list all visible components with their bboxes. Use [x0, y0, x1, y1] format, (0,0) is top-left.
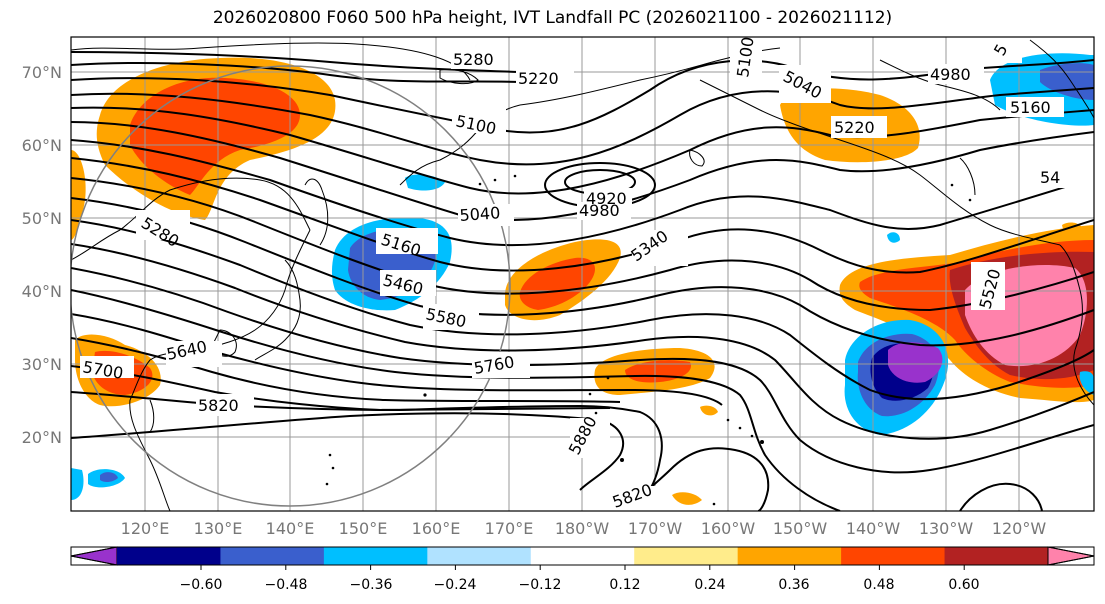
lat-label: 20°N: [22, 428, 62, 447]
lon-label: 120°E: [121, 519, 170, 538]
colorbar-tick-labels: −0.60 −0.48 −0.36 −0.24 −0.12 0.12 0.24 …: [180, 577, 980, 593]
lat-label: 50°N: [22, 209, 62, 228]
colorbar-tick: −0.24: [434, 577, 477, 593]
latitude-labels: 70°N 60°N 50°N 40°N 30°N 20°N: [22, 63, 62, 447]
colorbar-swatch: [841, 547, 946, 565]
colorbar: −0.60 −0.48 −0.36 −0.24 −0.12 0.12 0.24 …: [70, 546, 1095, 593]
colorbar-extend-high: [1047, 546, 1095, 566]
lat-label: 40°N: [22, 282, 62, 301]
contour-label: 5160: [1010, 98, 1051, 117]
contour-label: 5220: [834, 118, 875, 137]
island-dots: [325, 174, 972, 506]
longitude-labels: 120°E 130°E 140°E 150°E 160°E 170°E 180°…: [121, 519, 1047, 538]
colorbar-tick: −0.12: [519, 577, 562, 593]
colorbar-tick: −0.36: [350, 577, 393, 593]
colorbar-swatch: [944, 547, 1049, 565]
lat-label: 30°N: [22, 355, 62, 374]
contour-label: 5220: [518, 69, 559, 88]
contour-label: 4920: [586, 189, 627, 208]
lat-label: 70°N: [22, 63, 62, 82]
contour-label: 4980: [579, 201, 620, 220]
colorbar-extend-low: [70, 546, 118, 566]
colorbar-tick: −0.48: [265, 577, 308, 593]
lon-label: 120°W: [992, 519, 1047, 538]
contour-label: 4980: [930, 65, 971, 84]
range-circle: [71, 65, 511, 507]
lon-label: 170°W: [628, 519, 683, 538]
lon-label: 160°W: [701, 519, 756, 538]
colorbar-swatch: [323, 547, 428, 565]
lon-label: 180°W: [555, 519, 610, 538]
lon-label: 140°W: [846, 519, 901, 538]
lon-label: 160°E: [412, 519, 461, 538]
contour-label: 54: [1040, 168, 1060, 187]
colorbar-swatch: [530, 547, 635, 565]
colorbar-tick: 0.12: [609, 577, 640, 593]
colorbar-tick: −0.60: [180, 577, 223, 593]
lon-label: 130°W: [919, 519, 974, 538]
colorbar-swatches: [70, 546, 1095, 566]
lon-label: 170°E: [485, 519, 534, 538]
colorbar-tick: 0.36: [778, 577, 809, 593]
contour-label-backings: [80, 37, 1094, 512]
lon-label: 150°E: [339, 519, 388, 538]
lon-label: 140°E: [266, 519, 315, 538]
colorbar-tick: 0.24: [694, 577, 725, 593]
contour-label: 5280: [453, 50, 494, 69]
contour-label: 5820: [198, 396, 239, 415]
shade-nw-red: [130, 77, 300, 195]
colorbar-swatch: [427, 547, 532, 565]
map-title: 2026020800 F060 500 hPa height, IVT Land…: [212, 8, 893, 28]
contour-label: 5040: [459, 203, 501, 225]
lon-label: 150°W: [773, 519, 828, 538]
lat-label: 60°N: [22, 136, 62, 155]
colorbar-swatch: [634, 547, 739, 565]
colorbar-swatch: [737, 547, 842, 565]
lon-label: 130°E: [194, 519, 243, 538]
colorbar-swatch: [117, 547, 221, 565]
colorbar-tick: 0.60: [948, 577, 979, 593]
coastlines: [71, 39, 1094, 511]
map-frame: [70, 36, 1095, 512]
colorbar-swatch: [220, 547, 325, 565]
colorbar-tick: 0.48: [863, 577, 894, 593]
